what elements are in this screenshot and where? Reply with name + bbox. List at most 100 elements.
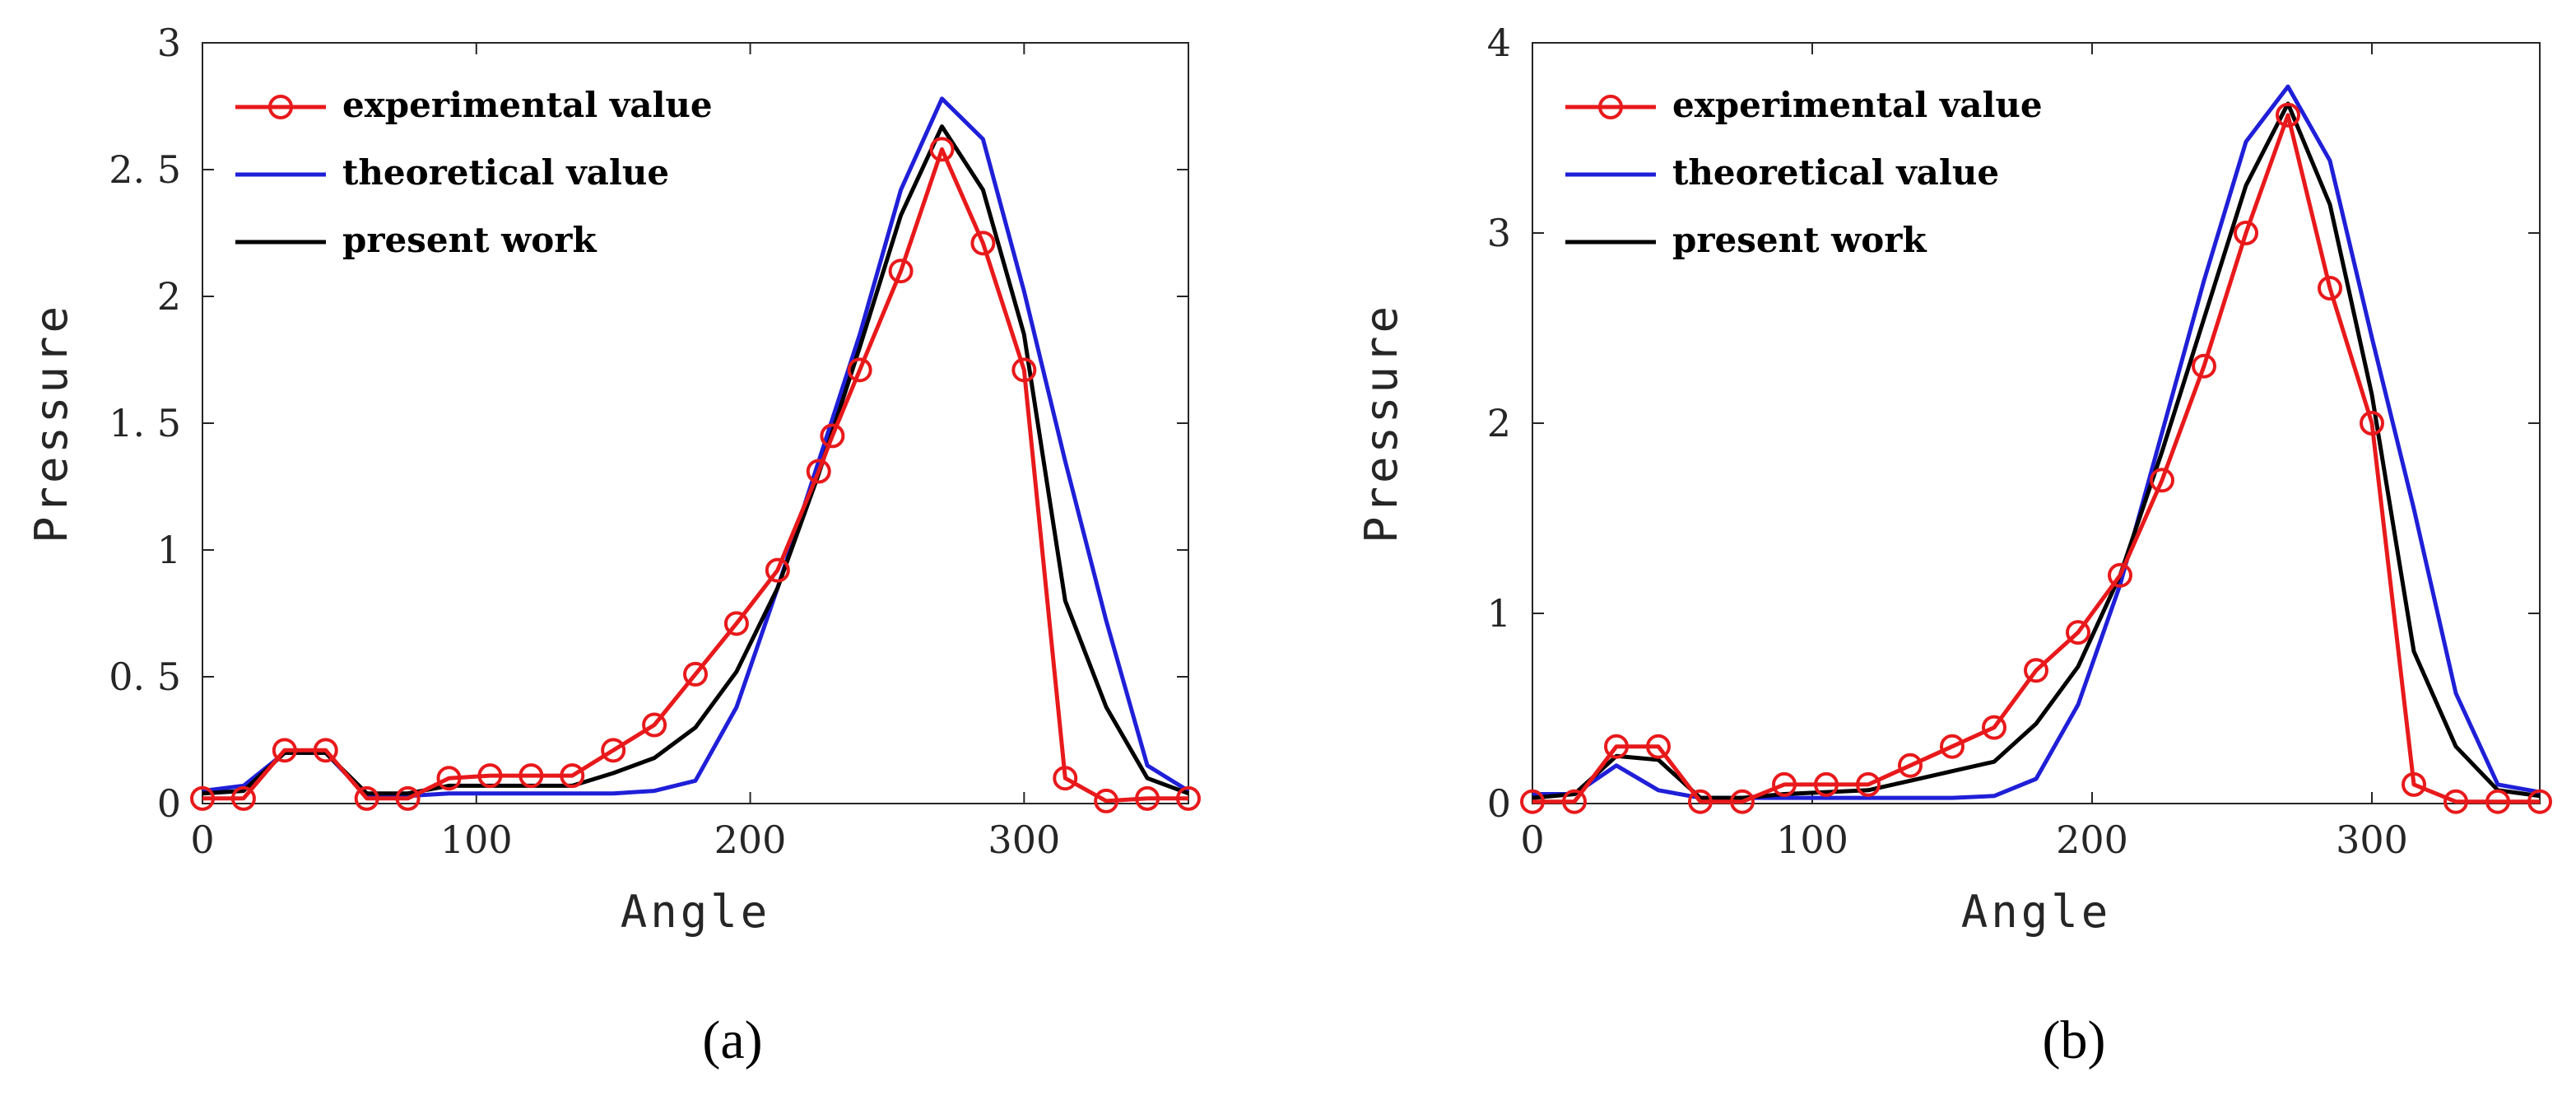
data-point: [1688, 789, 1713, 814]
series-line-present-work: [1532, 101, 2541, 800]
data-point: [1011, 357, 1037, 383]
data-point: [1856, 771, 1881, 797]
legend: experimental value theoretical value prese…: [1565, 85, 2043, 260]
data-point: [2024, 658, 2048, 683]
y-tick-label: 1. 5: [109, 401, 181, 445]
y-tick-label: 0. 5: [109, 655, 181, 699]
data-point: [2276, 102, 2300, 128]
legend-entry: experimental value: [1672, 85, 2043, 125]
data-point: [1898, 753, 1923, 778]
data-point: [723, 611, 749, 636]
data-point: [2527, 789, 2552, 814]
data-point: [190, 785, 215, 811]
y-tick-label: 4: [1487, 21, 1511, 65]
data-point: [683, 661, 708, 687]
series-line-present-work: [202, 124, 1189, 796]
y-tick-label: 2: [1487, 401, 1511, 445]
data-point: [1520, 789, 1545, 814]
data-point: [313, 738, 338, 763]
series-experimental-value: [190, 137, 1201, 813]
data-point: [560, 763, 585, 789]
chart-panel-b: 0 100 200 300 0 1 2 3 4 Angle Pressure experimental…: [1355, 21, 2552, 1070]
series-present-work: [1532, 101, 2541, 800]
data-point: [1135, 785, 1160, 811]
panel-label: (a): [702, 1010, 762, 1070]
legend-entry: experimental value: [342, 85, 713, 125]
legend-entry: theoretical value: [342, 152, 669, 193]
data-point: [2360, 411, 2384, 436]
data-point: [1604, 734, 1629, 759]
data-point: [354, 785, 379, 811]
series-experimental-value: [1520, 102, 2552, 814]
y-axis-label: Pressure: [1355, 303, 1407, 543]
data-point: [2443, 789, 2468, 814]
y-tick-label: 3: [1487, 211, 1511, 255]
data-point: [847, 357, 872, 383]
data-point: [765, 557, 790, 583]
y-tick-label: 2: [157, 274, 181, 319]
x-tick-label: 0: [1520, 818, 1544, 862]
data-point: [272, 738, 297, 763]
data-point: [1814, 771, 1839, 797]
data-point: [477, 763, 503, 789]
series-present-work: [202, 124, 1189, 796]
x-tick-label: 200: [714, 818, 787, 862]
data-point: [2150, 468, 2174, 493]
x-tick-label: 300: [2336, 818, 2408, 862]
series-theoretical-value: [1532, 84, 2541, 800]
data-point: [395, 785, 421, 811]
y-tick-label: 1: [157, 528, 181, 572]
data-point: [1562, 789, 1587, 814]
legend-entry: present work: [342, 220, 597, 260]
series-line-experimental-value: [202, 147, 1188, 804]
y-tick-label: 0: [157, 781, 181, 826]
data-point: [601, 738, 626, 763]
x-tick-label: 200: [2056, 818, 2128, 862]
data-point: [1646, 734, 1671, 759]
data-point: [2402, 771, 2426, 797]
data-point: [2485, 789, 2510, 814]
data-point: [2192, 353, 2216, 379]
legend-entry: theoretical value: [1672, 152, 1999, 193]
chart-panel-a: 0 100 200 300 0 0. 5 1 1. 5 2 2. 5 3 Angle Pressure e…: [26, 21, 1201, 1070]
data-point: [642, 712, 667, 738]
x-tick-label: 100: [1776, 818, 1848, 862]
data-point: [1053, 766, 1078, 791]
y-tick-label: 1: [1487, 591, 1511, 636]
legend-marker: [268, 95, 293, 119]
data-point: [518, 763, 544, 789]
data-point: [888, 259, 914, 284]
data-point: [2318, 275, 2342, 301]
series-line-theoretical-value: [1532, 84, 2541, 800]
x-axis-label: Angle: [1961, 886, 2112, 938]
data-point: [1176, 785, 1201, 811]
y-tick-label: 2. 5: [109, 147, 181, 192]
data-point: [1094, 788, 1119, 813]
panel-label: (b): [2043, 1010, 2106, 1070]
data-point: [2066, 620, 2090, 645]
x-tick-label: 0: [190, 818, 214, 862]
x-tick-label: 100: [440, 818, 513, 862]
data-point: [970, 231, 996, 256]
x-tick-label: 300: [988, 818, 1060, 862]
data-point: [230, 785, 256, 811]
data-point: [1772, 771, 1797, 797]
legend-marker: [1598, 95, 1623, 119]
x-axis-label: Angle: [621, 886, 771, 938]
data-point: [1940, 734, 1965, 759]
legend-entry: present work: [1672, 220, 1927, 260]
data-point: [1730, 789, 1755, 814]
data-point: [820, 423, 845, 449]
legend: experimental value theoretical value prese…: [235, 85, 713, 260]
series-line-experimental-value: [1532, 113, 2540, 804]
y-tick-label: 3: [157, 21, 181, 65]
data-point: [2108, 562, 2132, 588]
y-axis-label: Pressure: [26, 303, 77, 543]
y-tick-label: 0: [1487, 781, 1511, 826]
data-point: [436, 766, 462, 791]
data-point: [806, 459, 831, 484]
data-point: [1982, 715, 2006, 740]
data-point: [929, 137, 955, 162]
data-point: [2234, 221, 2258, 245]
